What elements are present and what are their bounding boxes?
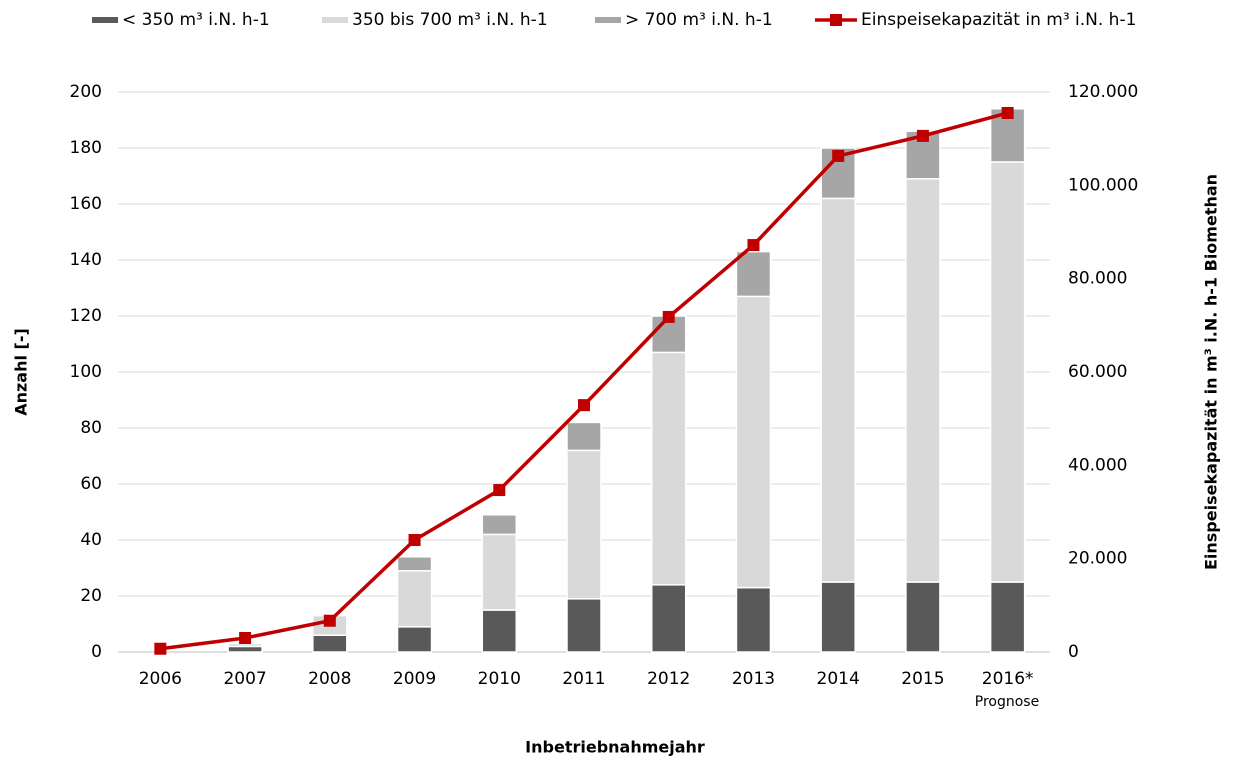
legend-label: Einspeisekapazität in m³ i.N. h-1 (861, 10, 1136, 30)
bar-segment (566, 421, 602, 452)
line-marker (578, 399, 590, 412)
y2-tick-label: 60.000 (1068, 362, 1127, 382)
legend-symbol (92, 17, 118, 23)
line-marker (154, 642, 167, 655)
y-tick-label: 180 (70, 138, 102, 158)
line-marker (916, 129, 929, 142)
bar-segment (227, 642, 263, 648)
x-tick-label: 2011 (562, 669, 605, 689)
y2-tick-label: 80.000 (1068, 269, 1127, 289)
bar-segment (312, 634, 348, 653)
bar-segment (227, 645, 263, 653)
y-axis-label: Anzahl [-] (12, 328, 31, 416)
x-tick-label: 2014 (817, 669, 860, 689)
bar-segment (905, 581, 941, 653)
x-tick-label: 2016* (982, 669, 1034, 689)
y-tick-label: 60 (80, 474, 102, 494)
bar-segment (989, 581, 1026, 653)
legend-symbol (322, 17, 348, 23)
legend-symbol (595, 17, 621, 23)
line-marker (832, 149, 845, 162)
x-tick-label: 2006 (139, 669, 182, 689)
bar-segment (481, 609, 518, 653)
bar-segment (735, 586, 772, 653)
y-tick-label: 140 (70, 250, 102, 270)
bar-segment (735, 250, 772, 298)
x-tick-label: 2012 (647, 669, 690, 689)
bar-segment (481, 533, 518, 611)
y2-tick-label: 40.000 (1068, 455, 1127, 475)
bar-segment (396, 556, 433, 572)
y-tick-label: 160 (70, 194, 102, 214)
x-tick-label: 2010 (478, 669, 521, 689)
bar-segment (735, 295, 772, 589)
bar-segment (566, 449, 602, 600)
legend-label: 350 bis 700 m³ i.N. h-1 (352, 10, 548, 30)
bar-segment (905, 178, 941, 583)
line-marker (239, 632, 252, 644)
line-marker (493, 484, 506, 497)
x-axis-label: Inbetriebnahmejahr (525, 738, 705, 757)
bar-segment (650, 351, 687, 586)
bar-segment (396, 626, 433, 653)
line-marker (747, 239, 760, 252)
y2-tick-label: 100.000 (1068, 175, 1138, 195)
x-tick-label: 2013 (732, 669, 775, 689)
bar-segment (650, 584, 687, 653)
y-tick-label: 200 (70, 82, 102, 102)
line-marker (662, 310, 675, 323)
legend-label: > 700 m³ i.N. h-1 (625, 10, 773, 30)
legend-label: < 350 m³ i.N. h-1 (122, 10, 270, 30)
bar-segment (566, 598, 602, 653)
x-tick-label: 2007 (223, 669, 266, 689)
y-tick-label: 120 (70, 306, 102, 326)
y-tick-label: 40 (80, 530, 102, 550)
y-tick-label: 100 (70, 362, 102, 382)
bar-segment (989, 161, 1026, 583)
y2-tick-label: 20.000 (1068, 549, 1127, 569)
y-tick-label: 20 (80, 586, 102, 606)
x-tick-label: 2015 (901, 669, 944, 689)
y2-tick-label: 0 (1068, 642, 1079, 662)
x-tick-label: 2009 (393, 669, 436, 689)
legend-symbol (830, 14, 842, 26)
y2-axis-label: Einspeisekapazität in m³ i.N. h-1 Biomet… (1202, 174, 1221, 570)
bar-segment (820, 581, 856, 653)
bar-segment (481, 514, 518, 536)
bar-segment (396, 570, 433, 628)
y2-tick-label: 120.000 (1068, 82, 1138, 102)
y-tick-label: 80 (80, 418, 102, 438)
line-marker (408, 534, 421, 546)
x-tick-label: 2008 (308, 669, 351, 689)
line-marker (323, 614, 336, 627)
annotation: Prognose (975, 694, 1039, 710)
y-tick-label: 0 (91, 642, 102, 662)
bar-segment (820, 197, 856, 583)
line-marker (1001, 107, 1014, 119)
